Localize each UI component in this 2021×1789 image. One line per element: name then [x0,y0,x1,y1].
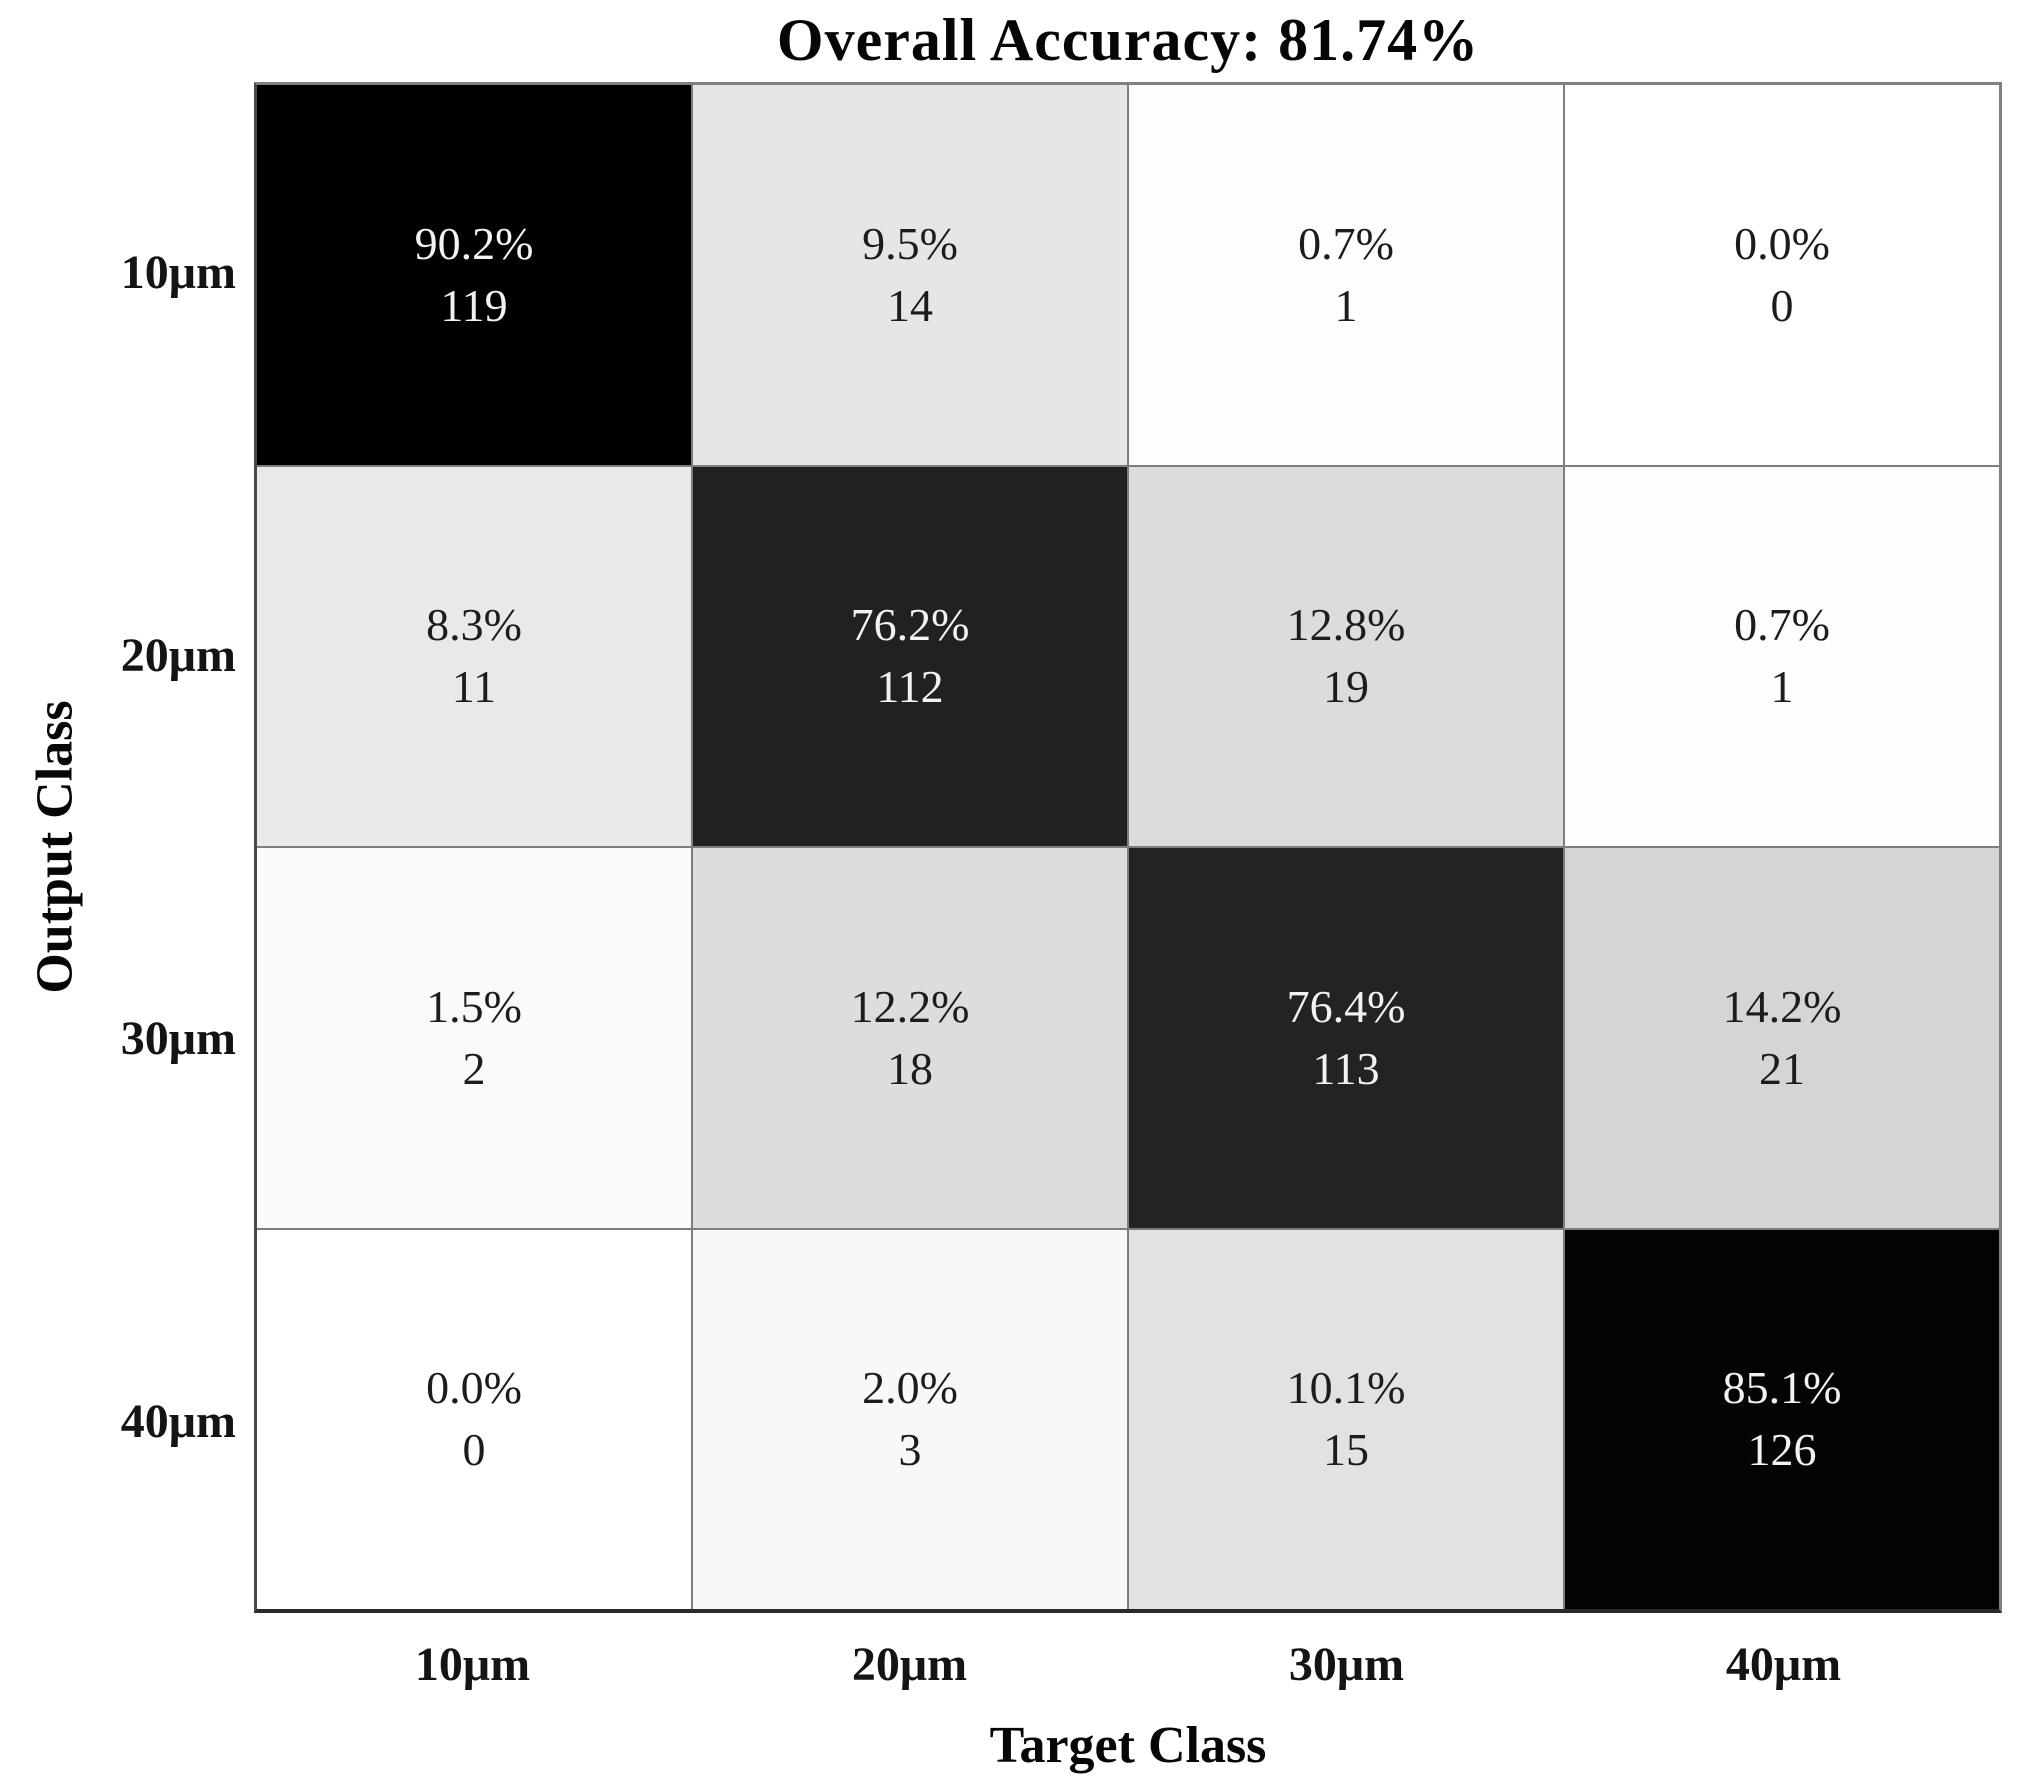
cell-percent: 14.2% [1722,980,1842,1032]
cell-percent: 8.3% [426,599,522,651]
cell-count: 1 [1770,661,1794,713]
cell-count: 11 [451,661,497,713]
cell-percent: 0.0% [426,1362,522,1414]
confusion-matrix-grid: 90.2% 119 9.5% 14 0.7% 1 0.0% 0 8.3% 11 … [254,82,2002,1613]
matrix-cell-r4c4: 85.1% 126 [1565,1229,1999,1609]
cell-percent: 10.1% [1286,1362,1406,1414]
cell-count: 1 [1334,279,1358,331]
matrix-cell-r1c3: 0.7% 1 [1129,85,1563,465]
matrix-cell-r1c1: 90.2% 119 [257,85,691,465]
cell-count: 112 [876,661,944,713]
x-tick-10um: 10μm [414,1638,531,1691]
matrix-cell-r4c3: 10.1% 15 [1129,1229,1563,1609]
cell-count: 3 [898,1424,922,1476]
matrix-cell-r2c2: 76.2% 112 [693,466,1127,846]
matrix-cell-r4c1: 0.0% 0 [257,1229,691,1609]
cell-count: 0 [462,1424,486,1476]
y-tick-20um: 20μm [120,629,236,682]
cell-percent: 0.0% [1734,217,1830,269]
matrix-cell-r1c4: 0.0% 0 [1565,85,1999,465]
chart-title: Overall Accuracy: 81.74% [776,7,1480,73]
cell-count: 126 [1747,1424,1817,1476]
cell-count: 21 [1759,1042,1805,1094]
matrix-cell-r4c2: 2.0% 3 [693,1229,1127,1609]
cell-percent: 12.2% [850,980,970,1032]
cell-count: 15 [1323,1424,1369,1476]
matrix-cell-r2c3: 12.8% 19 [1129,466,1563,846]
x-tick-40um: 40μm [1725,1638,1842,1691]
y-tick-40um: 40μm [120,1395,236,1448]
cell-percent: 90.2% [414,217,534,269]
matrix-cell-r2c1: 8.3% 11 [257,466,691,846]
y-tick-10um: 10μm [120,246,236,299]
y-tick-30um: 30μm [120,1012,236,1065]
cell-count: 19 [1323,661,1369,713]
matrix-cell-r1c2: 9.5% 14 [693,85,1127,465]
matrix-cell-r3c3: 76.4% 113 [1129,848,1563,1228]
matrix-cell-r3c4: 14.2% 21 [1565,848,1999,1228]
cell-percent: 12.8% [1286,599,1406,651]
matrix-cell-r3c1: 1.5% 2 [257,848,691,1228]
cell-percent: 76.2% [850,599,970,651]
y-axis-title: Output Class [26,700,84,994]
cell-count: 14 [887,279,933,331]
matrix-cell-r3c2: 12.2% 18 [693,848,1127,1228]
cell-count: 119 [440,279,508,331]
cell-count: 113 [1312,1042,1380,1094]
x-tick-30um: 30μm [1288,1638,1405,1691]
x-tick-20um: 20μm [851,1638,968,1691]
cell-count: 0 [1770,279,1794,331]
cell-percent: 85.1% [1722,1362,1842,1414]
matrix-cell-r2c4: 0.7% 1 [1565,466,1999,846]
cell-percent: 9.5% [862,217,958,269]
cell-percent: 0.7% [1298,217,1394,269]
cell-count: 2 [462,1042,486,1094]
x-axis-title: Target Class [989,1717,1267,1774]
cell-percent: 76.4% [1286,980,1406,1032]
cell-percent: 2.0% [862,1362,958,1414]
cell-count: 18 [887,1042,933,1094]
cell-percent: 0.7% [1734,599,1830,651]
cell-percent: 1.5% [426,980,522,1032]
